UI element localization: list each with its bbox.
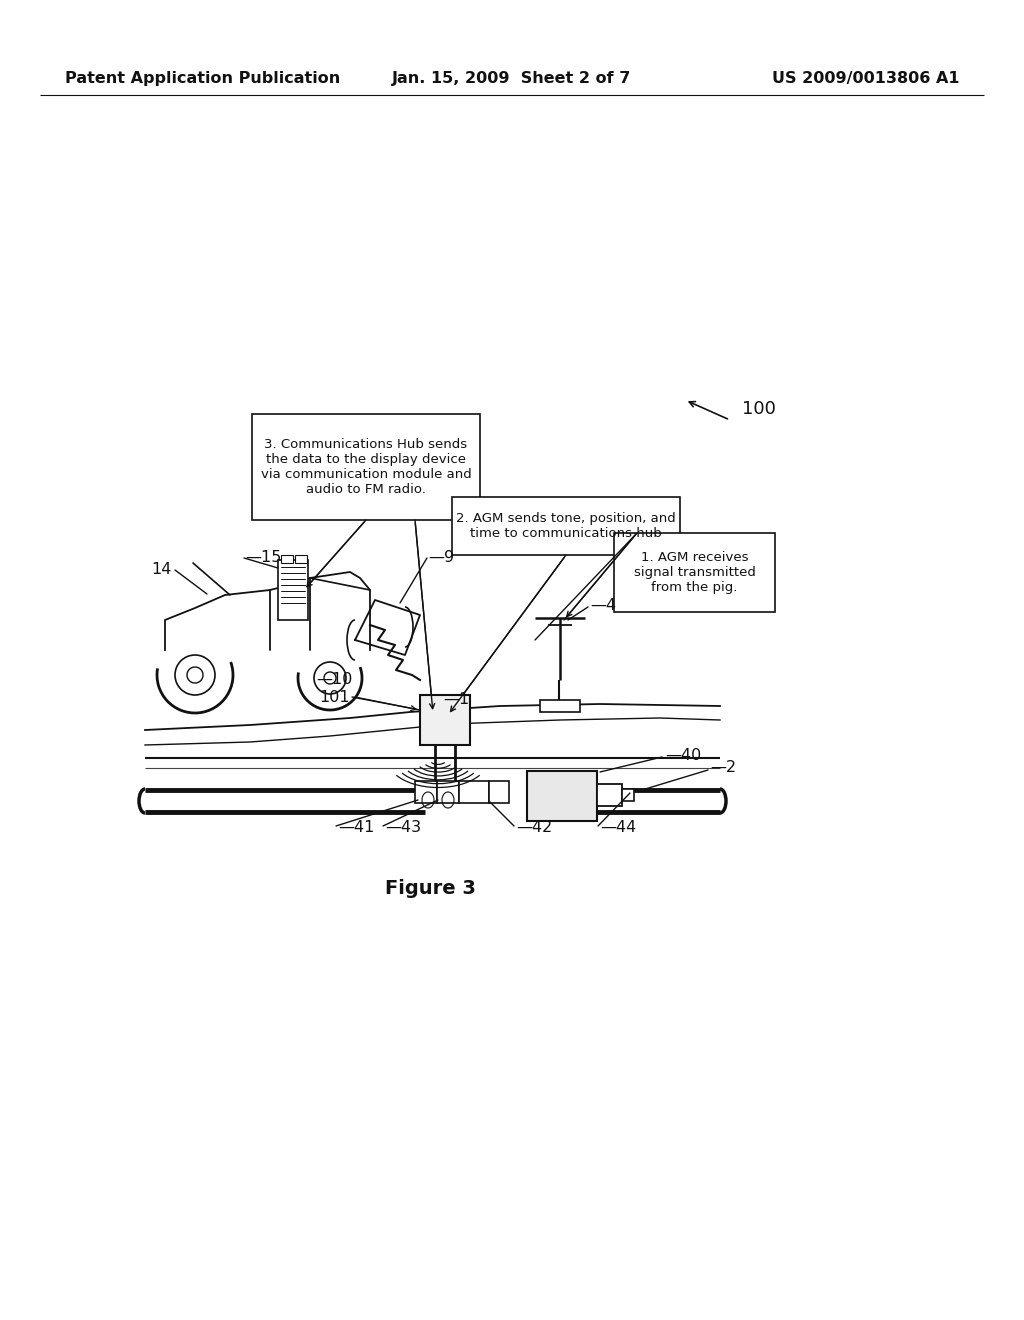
Text: Figure 3: Figure 3 xyxy=(385,879,475,899)
Bar xyxy=(278,560,308,620)
Text: 100: 100 xyxy=(742,400,776,418)
Text: 2. AGM sends tone, position, and
time to communications hub: 2. AGM sends tone, position, and time to… xyxy=(456,512,676,540)
Text: —41: —41 xyxy=(338,820,375,834)
Bar xyxy=(614,533,775,612)
Text: —42: —42 xyxy=(516,820,552,834)
Bar xyxy=(622,789,634,801)
Text: 101: 101 xyxy=(319,689,350,705)
Text: 14: 14 xyxy=(152,562,172,578)
Text: —44: —44 xyxy=(600,820,636,834)
Bar xyxy=(527,771,597,821)
Bar xyxy=(459,781,489,803)
Bar xyxy=(295,554,307,564)
Bar xyxy=(540,700,580,711)
Bar xyxy=(415,781,437,803)
Bar xyxy=(281,554,293,564)
Text: US 2009/0013806 A1: US 2009/0013806 A1 xyxy=(772,70,961,86)
Text: —15: —15 xyxy=(245,550,282,565)
Text: 1. AGM receives
signal transmitted
from the pig.: 1. AGM receives signal transmitted from … xyxy=(634,550,756,594)
Text: —40: —40 xyxy=(665,747,701,763)
Bar xyxy=(252,414,480,520)
Text: —43: —43 xyxy=(385,820,421,834)
Bar xyxy=(489,781,509,803)
Text: —10: —10 xyxy=(316,672,352,688)
Text: —4: —4 xyxy=(590,598,616,612)
Bar xyxy=(452,498,680,554)
Text: Jan. 15, 2009  Sheet 2 of 7: Jan. 15, 2009 Sheet 2 of 7 xyxy=(392,70,632,86)
Bar xyxy=(420,696,470,744)
Bar xyxy=(597,784,622,807)
Text: Patent Application Publication: Patent Application Publication xyxy=(65,70,340,86)
Text: —9: —9 xyxy=(428,550,454,565)
Text: 3. Communications Hub sends
the data to the display device
via communication mod: 3. Communications Hub sends the data to … xyxy=(261,438,471,496)
Bar xyxy=(437,781,459,803)
Text: —2: —2 xyxy=(710,760,736,776)
Text: —1: —1 xyxy=(443,693,469,708)
